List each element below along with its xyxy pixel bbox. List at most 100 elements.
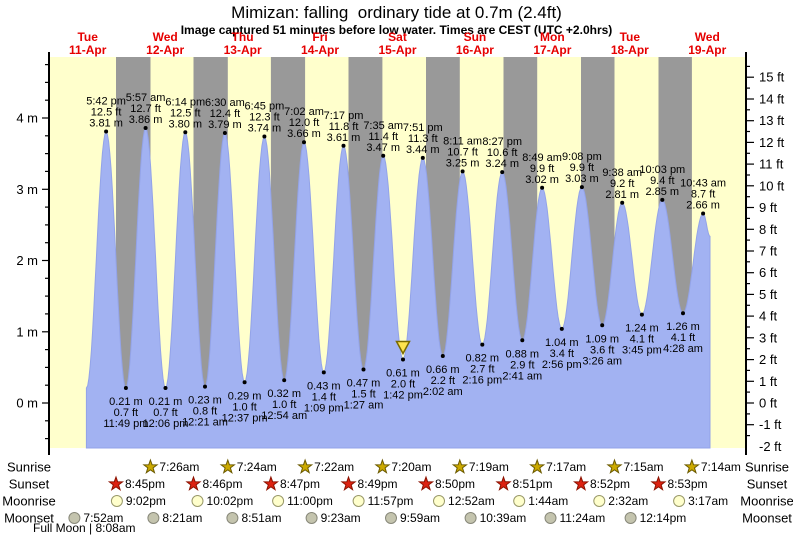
sunrise-icon: [142, 458, 159, 474]
low-tide-label: 0.7 ft: [114, 407, 138, 419]
moonset-icon: [226, 512, 239, 524]
right-axis-label: 13 ft: [759, 113, 785, 128]
astro-row-label-left: Sunset: [9, 477, 50, 492]
low-tide-point: [321, 370, 326, 375]
right-axis-label: 0 ft: [759, 396, 777, 411]
day-date: 12-Apr: [146, 43, 185, 57]
sunrise-time: 7:24am: [237, 460, 277, 474]
sunrise-time: 7:19am: [469, 460, 509, 474]
high-tide-label: 8:27 pm: [482, 136, 522, 148]
high-tide-point: [660, 197, 665, 202]
right-axis-label: 1 ft: [759, 374, 777, 389]
moonrise-time: 11:57pm: [368, 494, 414, 508]
low-tide-point: [203, 384, 207, 389]
low-tide-point: [681, 311, 685, 316]
sunset-time: 8:49pm: [358, 477, 398, 491]
low-tide-point: [559, 326, 564, 331]
high-tide-label: 7:35 am: [363, 120, 403, 132]
low-tide-label: 12:54 am: [261, 410, 307, 422]
high-tide-label: 12.4 ft: [210, 108, 241, 120]
right-axis-label: 14 ft: [759, 91, 785, 106]
sunrise-icon: [297, 458, 314, 474]
right-axis-label: 6 ft: [759, 265, 777, 280]
low-tide-label: 12:37 pm: [222, 412, 268, 424]
low-tide-label: 0.32 m: [267, 388, 301, 400]
day-name: Sat: [388, 30, 407, 44]
low-tide-label: 4:28 am: [663, 343, 703, 355]
low-tide-label: 1.0 ft: [232, 401, 256, 413]
right-axis-label: 15 ft: [759, 70, 785, 85]
day-label: Thu 13-Apr: [224, 31, 262, 57]
moonset-time: 12:14pm: [640, 511, 687, 525]
day-name: Mon: [540, 30, 565, 44]
sunrise-icon: [606, 458, 623, 474]
moonrise-icon: [513, 495, 526, 507]
right-axis-label: 10 ft: [759, 178, 785, 193]
high-tide-label: 9:08 pm: [562, 151, 602, 163]
low-tide-label: 2.9 ft: [510, 359, 534, 371]
sunrise-time: 7:17am: [546, 460, 586, 474]
sunset-icon: [107, 475, 125, 491]
sunrise-icon: [219, 458, 236, 474]
left-axis-label: 3 m: [16, 182, 38, 197]
high-tide-label: 10:03 pm: [639, 164, 685, 176]
low-tide-label: 3.4 ft: [550, 348, 574, 360]
high-tide-point: [302, 140, 306, 145]
moonrise-time: 12:52am: [448, 494, 495, 508]
high-tide-label: 3.66 m: [287, 128, 321, 140]
high-tide-point: [381, 153, 386, 158]
right-axis-label: 11 ft: [759, 157, 784, 172]
high-tide-point: [620, 200, 625, 205]
moonrise-icon: [352, 495, 365, 507]
high-tide-label: 10.6 ft: [487, 147, 518, 159]
high-tide-point: [701, 211, 706, 216]
high-tide-label: 7:17 pm: [324, 110, 364, 122]
high-tide-label: 8.7 ft: [691, 189, 715, 201]
moonrise-icon: [593, 495, 606, 507]
high-tide-point: [262, 134, 267, 139]
left-axis-label: 0 m: [16, 396, 38, 411]
low-tide-label: 3.6 ft: [590, 344, 614, 356]
sunrise-icon: [374, 458, 391, 474]
low-tide-label: 1.04 m: [545, 337, 579, 349]
day-label: Sat 15-Apr: [378, 31, 416, 57]
low-tide-label: 0.66 m: [426, 364, 460, 376]
high-tide-label: 7:02 am: [284, 106, 324, 118]
low-tide-label: 0.8 ft: [193, 406, 217, 418]
high-tide-point: [341, 143, 346, 148]
moonset-time: 8:51am: [241, 511, 281, 525]
high-tide-point: [420, 155, 425, 160]
high-tide-label: 2.81 m: [605, 189, 639, 201]
high-tide-label: 3.74 m: [248, 123, 282, 135]
low-tide-label: 2.7 ft: [470, 364, 494, 376]
moonrise-time: 3:17am: [688, 494, 728, 508]
high-tide-label: 6:45 pm: [245, 101, 285, 113]
low-tide-point: [440, 354, 445, 358]
day-name: Fri: [312, 30, 328, 44]
sunset-time: 8:53pm: [667, 477, 707, 491]
high-tide-label: 9.4 ft: [650, 175, 674, 187]
high-tide-label: 6:14 pm: [165, 96, 205, 108]
moonrise-icon: [673, 495, 686, 507]
astro-row-label-left: Sunrise: [7, 460, 51, 475]
sunrise-icon: [683, 458, 700, 474]
astro-row-label-right: Moonrise: [740, 494, 793, 509]
high-tide-label: 3.44 m: [406, 144, 440, 156]
high-tide-label: 7:51 pm: [403, 122, 443, 134]
high-tide-label: 3.03 m: [565, 173, 599, 185]
day-label: Mon 17-Apr: [533, 31, 571, 57]
high-tide-label: 9.9 ft: [530, 163, 554, 175]
left-axis-label: 2 m: [16, 253, 38, 268]
low-tide-label: 4.1 ft: [630, 334, 654, 346]
astro-row-label-right: Sunrise: [745, 460, 789, 475]
right-axis-label: -1 ft: [759, 417, 782, 432]
high-tide-label: 6:30 am: [205, 97, 245, 109]
high-tide-label: 11.8 ft: [329, 121, 359, 133]
high-tide-label: 12.0 ft: [289, 117, 320, 129]
high-tide-label: 2.85 m: [645, 186, 679, 198]
right-axis-label: 8 ft: [759, 222, 777, 237]
low-tide-label: 2.0 ft: [391, 379, 415, 391]
right-axis-label: -2 ft: [759, 439, 782, 454]
sunset-icon: [417, 475, 435, 491]
